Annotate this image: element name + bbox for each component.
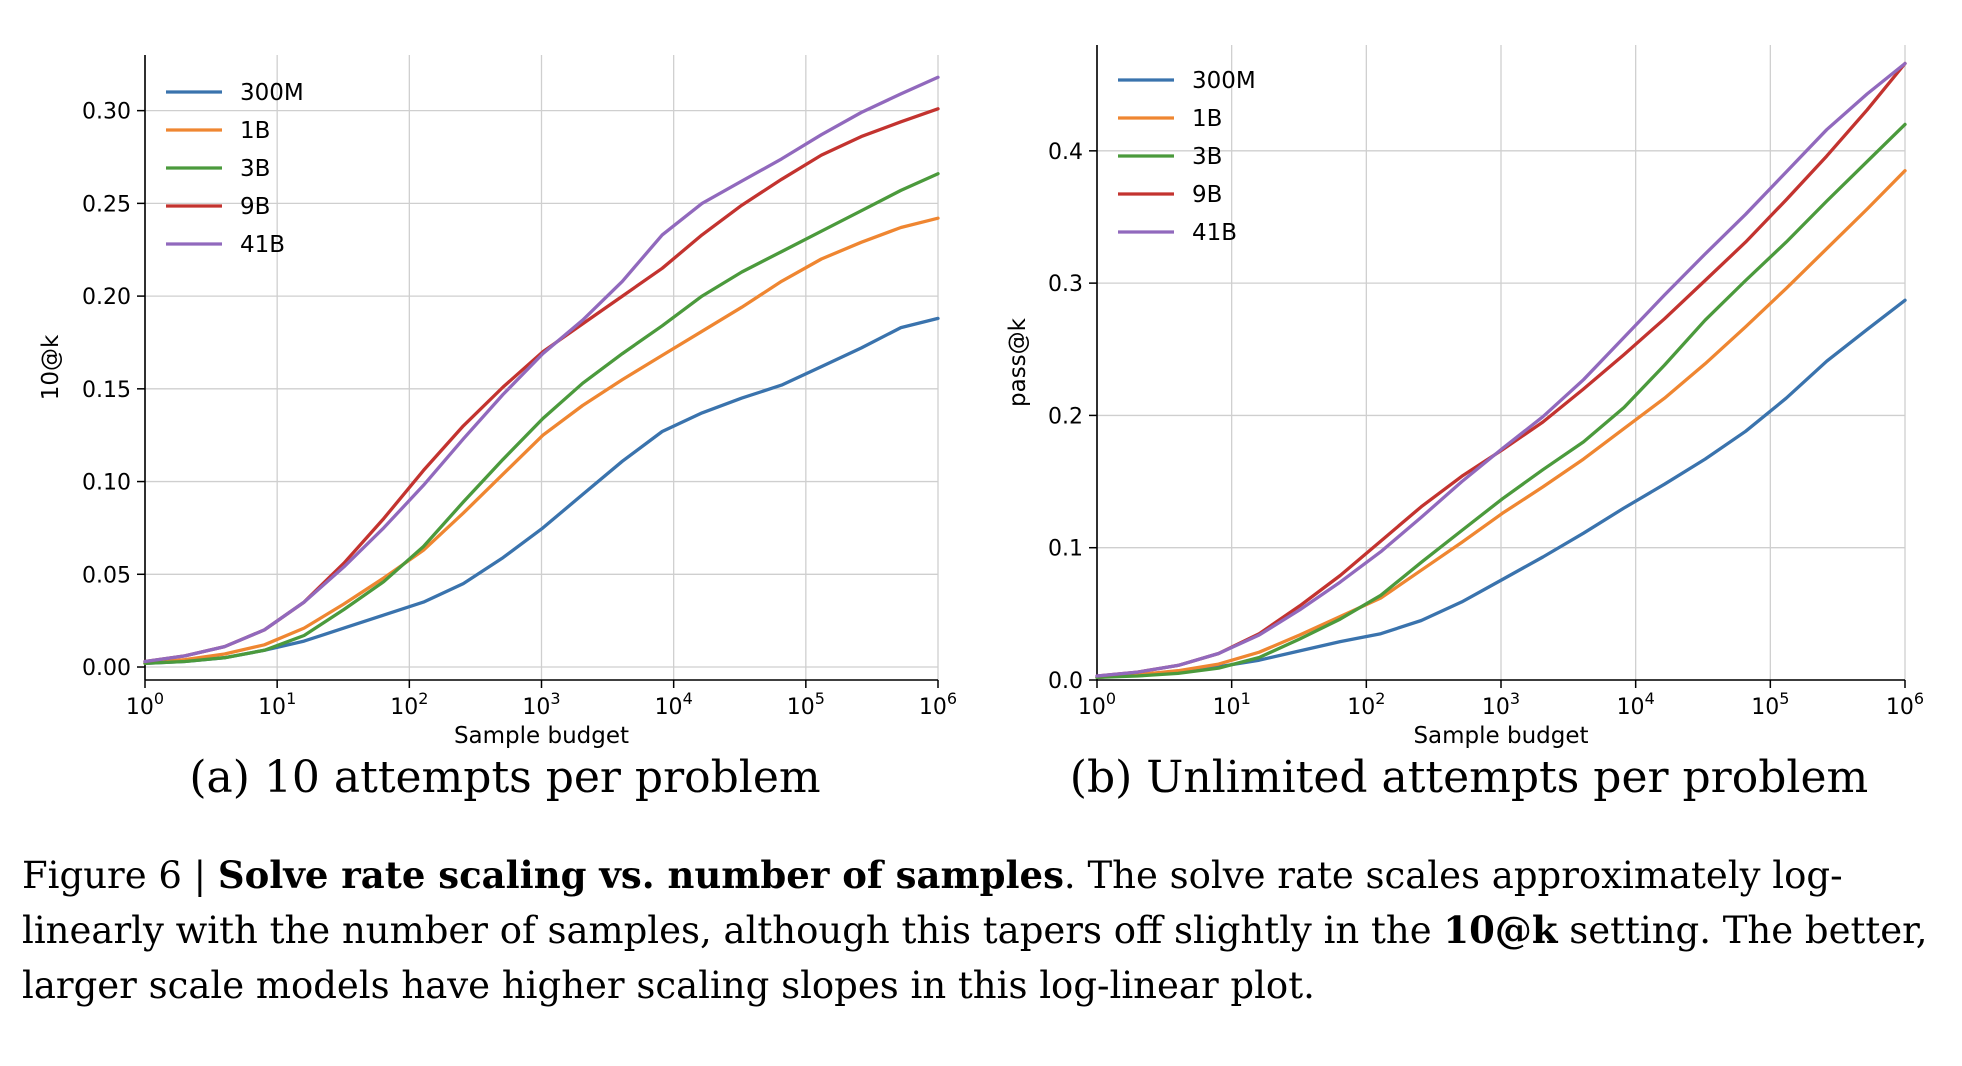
figure-caption: Figure 6 | Solve rate scaling vs. number… [22,848,1942,1013]
legend-label: 1B [240,118,270,144]
series-line-41b [143,75,940,664]
legend-label: 1B [1192,106,1222,132]
x-tick-label: 106 [919,689,957,720]
y-tick-label: 0.05 [82,563,131,588]
y-tick-label: 0.30 [82,100,131,125]
caption-text-2: setting. The better, larger scale models… [22,909,1928,1007]
y-tick-label: 0.25 [82,192,131,217]
legend-label: 41B [240,232,285,258]
y-axis-label: 10@k [38,334,64,400]
legend-label: 41B [1192,220,1237,246]
y-tick-label: 0.20 [82,285,131,310]
legend-label: 3B [240,156,270,182]
x-tick-label: 105 [1751,689,1789,720]
subcaption-a: (a) 10 attempts per problem [189,752,820,803]
panel-a-10-attempts: 100 101 102 103 104 105 106 0.00 0.05 0.10 0.15 0.2… [38,55,957,749]
series-line-1b [143,216,940,665]
subcaption-b: (b) Unlimited attempts per problem [1070,752,1868,803]
y-tick-label: 0.2 [1048,404,1083,429]
series-line-3b [143,172,940,665]
x-tick-label: 104 [1617,689,1655,720]
y-tick-label: 0.00 [82,656,131,681]
x-axis-label: Sample budget [454,723,629,749]
x-tick-label: 100 [126,689,164,720]
y-tick-label: 0.15 [82,378,131,403]
series-line-3b [1095,122,1907,680]
series-line-41b [1095,61,1907,678]
x-tick-label: 106 [1886,689,1924,720]
x-tick-label: 102 [1347,689,1385,720]
y-tick-label: 0.1 [1048,537,1083,562]
caption-text-1: . The solve rate scales approximately lo… [22,854,1843,952]
x-tick-label: 103 [1482,689,1520,720]
x-axis-label: Sample budget [1413,723,1588,749]
y-tick-label: 0.3 [1048,272,1083,297]
series-line-1b [1095,169,1907,680]
series-line-300m [143,316,940,665]
x-tick-label: 105 [787,689,825,720]
legend-label: 9B [240,194,270,220]
legend-label: 3B [1192,144,1222,170]
y-tick-label: 0.0 [1048,669,1083,694]
y-tick-label: 0.4 [1048,140,1083,165]
y-tick-label: 0.10 [82,471,131,496]
y-axis-label: pass@k [1005,317,1031,407]
panel-b-unlimited-attempts: 100 101 102 103 104 105 106 0.0 0.1 0.2 0.3 0.4 Samp… [1005,45,1924,749]
x-tick-label: 104 [655,689,693,720]
x-tick-label: 100 [1078,689,1116,720]
caption-prefix: Figure 6 | [22,854,218,897]
caption-title: Solve rate scaling vs. number of samples [217,853,1064,897]
x-tick-label: 101 [258,689,296,720]
caption-bold-term: 10@k [1443,908,1558,952]
x-tick-label: 102 [390,689,428,720]
legend-label: 300M [1192,68,1256,94]
legend-label: 300M [240,80,304,106]
x-tick-label: 103 [522,689,560,720]
x-tick-label: 101 [1213,689,1251,720]
legend-label: 9B [1192,182,1222,208]
